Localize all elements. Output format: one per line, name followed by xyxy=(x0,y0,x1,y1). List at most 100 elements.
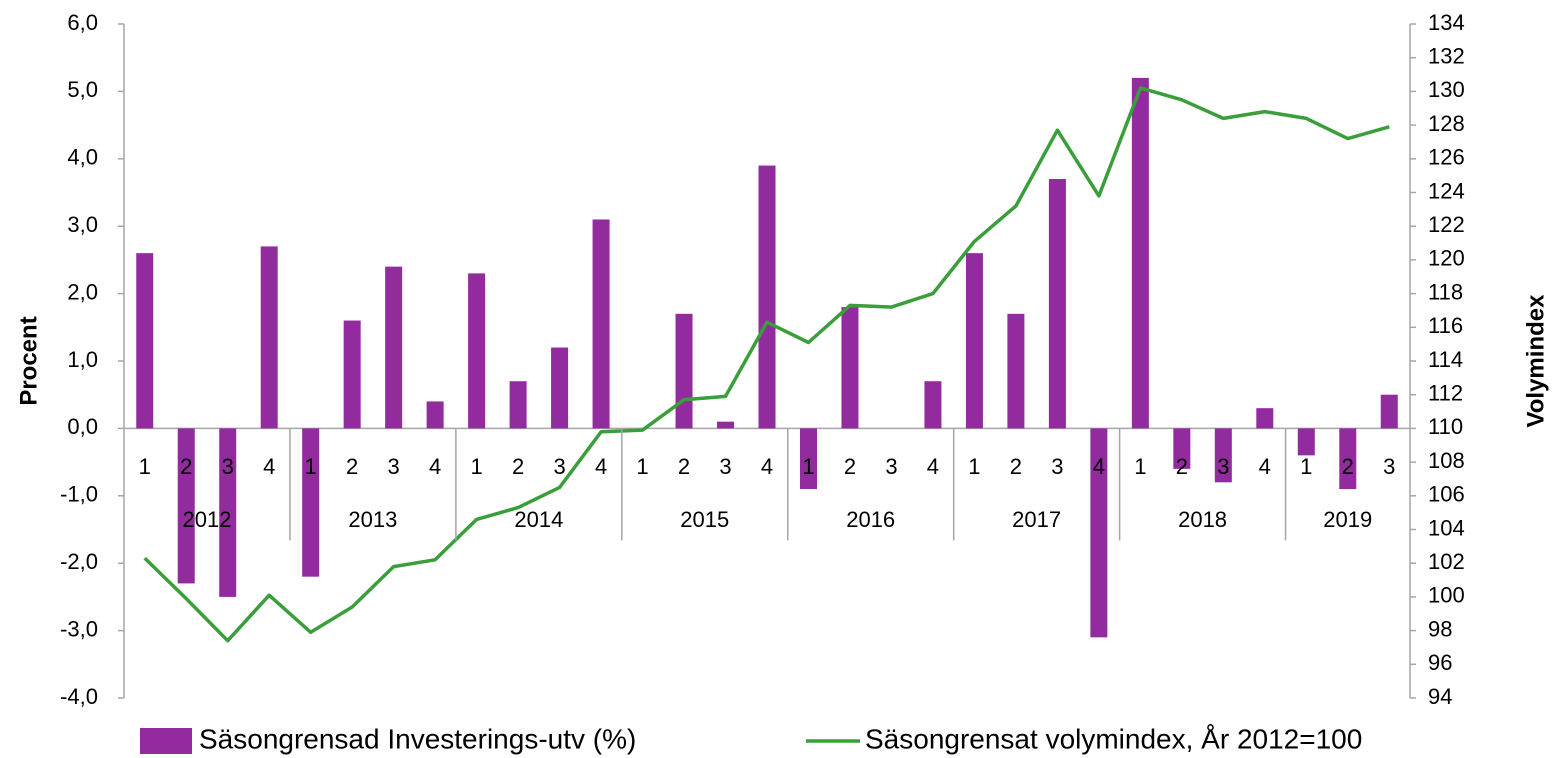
x-tick-label: 3 xyxy=(1383,454,1395,479)
x-tick-label: 4 xyxy=(263,454,275,479)
y2-tick-label: 100 xyxy=(1428,583,1465,608)
x-group-label: 2018 xyxy=(1178,507,1227,532)
y2-tick-label: 104 xyxy=(1428,515,1465,540)
bar xyxy=(1256,408,1274,429)
x-tick-label: 3 xyxy=(1217,454,1229,479)
bar xyxy=(799,428,817,490)
bar xyxy=(592,219,610,429)
x-tick-label: 1 xyxy=(1134,454,1146,479)
bar xyxy=(509,381,527,429)
x-tick-label: 4 xyxy=(429,454,441,479)
bar xyxy=(1339,428,1357,490)
y-tick-label: 0,0 xyxy=(67,414,98,439)
x-tick-label: 4 xyxy=(761,454,773,479)
x-tick-label: 3 xyxy=(388,454,400,479)
x-tick-label: 2 xyxy=(1342,454,1354,479)
bar xyxy=(260,246,278,429)
legend-label: Säsongrensat volymindex, År 2012=100 xyxy=(865,723,1362,754)
bar xyxy=(177,428,195,584)
y-tick-label: 6,0 xyxy=(67,10,98,35)
x-tick-label: 3 xyxy=(1051,454,1063,479)
y2-tick-label: 134 xyxy=(1428,10,1465,35)
y-tick-label: -1,0 xyxy=(60,482,98,507)
x-tick-label: 1 xyxy=(802,454,814,479)
x-tick-label: 1 xyxy=(305,454,317,479)
bar xyxy=(551,347,569,429)
x-group-label: 2015 xyxy=(680,507,729,532)
y2-tick-label: 94 xyxy=(1428,684,1452,709)
y-tick-label: 2,0 xyxy=(67,279,98,304)
x-tick-label: 2 xyxy=(512,454,524,479)
bar xyxy=(1090,428,1108,638)
x-tick-label: 1 xyxy=(968,454,980,479)
bar xyxy=(1048,179,1066,429)
bar xyxy=(1214,428,1232,483)
x-tick-label: 2 xyxy=(844,454,856,479)
bar xyxy=(717,421,735,429)
x-tick-label: 4 xyxy=(595,454,607,479)
x-tick-label: 4 xyxy=(1259,454,1271,479)
y2-tick-label: 124 xyxy=(1428,178,1465,203)
x-tick-label: 2 xyxy=(678,454,690,479)
x-group-label: 2019 xyxy=(1323,507,1372,532)
y2-tick-label: 96 xyxy=(1428,650,1452,675)
y-tick-label: -4,0 xyxy=(60,684,98,709)
y-tick-label: -2,0 xyxy=(60,549,98,574)
y-tick-label: -3,0 xyxy=(60,616,98,641)
y-tick-label: 1,0 xyxy=(67,347,98,372)
bar xyxy=(302,428,320,577)
x-tick-label: 1 xyxy=(636,454,648,479)
x-group-label: 2016 xyxy=(846,507,895,532)
line xyxy=(143,86,1390,643)
y2-tick-label: 102 xyxy=(1428,549,1465,574)
x-group-label: 2017 xyxy=(1012,507,1061,532)
x-tick-label: 3 xyxy=(885,454,897,479)
bar xyxy=(1380,394,1398,429)
y-tick-label: 5,0 xyxy=(67,77,98,102)
bar xyxy=(426,401,444,429)
y2-tick-label: 114 xyxy=(1428,347,1463,372)
x-group-label: 2012 xyxy=(182,507,231,532)
x-group-label: 2014 xyxy=(514,507,563,532)
x-tick-label: 2 xyxy=(180,454,192,479)
y2-tick-label: 116 xyxy=(1428,313,1463,338)
bar xyxy=(468,273,486,429)
x-group-label: 2013 xyxy=(348,507,397,532)
legend-label: Säsongrensad Investerings-utv (%) xyxy=(199,723,636,754)
bar xyxy=(675,313,693,429)
bar xyxy=(1173,428,1191,469)
bar xyxy=(758,165,776,429)
x-tick-label: 3 xyxy=(553,454,565,479)
bar xyxy=(841,307,859,429)
x-tick-label: 2 xyxy=(1010,454,1022,479)
x-tick-label: 1 xyxy=(139,454,151,479)
y2-tick-label: 126 xyxy=(1428,145,1465,170)
y-tick-label: 3,0 xyxy=(67,212,98,237)
x-tick-label: 2 xyxy=(346,454,358,479)
y2-tick-label: 120 xyxy=(1428,246,1465,271)
x-tick-label: 3 xyxy=(719,454,731,479)
y2-tick-label: 98 xyxy=(1428,616,1452,641)
y2-tick-label: 110 xyxy=(1428,414,1463,439)
bar xyxy=(1131,77,1149,429)
bar xyxy=(219,428,237,597)
y2-tick-label: 106 xyxy=(1428,482,1465,507)
y2-axis-title: Volymindex xyxy=(1522,294,1549,428)
x-tick-label: 2 xyxy=(1176,454,1188,479)
y-tick-label: 4,0 xyxy=(67,145,98,170)
x-tick-label: 1 xyxy=(470,454,482,479)
y2-tick-label: 132 xyxy=(1428,44,1465,69)
bar xyxy=(1007,313,1025,429)
x-tick-label: 4 xyxy=(927,454,939,479)
y2-tick-label: 108 xyxy=(1428,448,1465,473)
x-tick-label: 4 xyxy=(1093,454,1105,479)
x-tick-label: 1 xyxy=(1300,454,1312,479)
bar xyxy=(924,381,942,429)
y2-tick-label: 130 xyxy=(1428,77,1465,102)
bar xyxy=(136,253,154,429)
y-axis-title: Procent xyxy=(15,316,42,405)
legend-swatch xyxy=(140,728,192,754)
y2-tick-label: 112 xyxy=(1428,381,1463,406)
y2-tick-label: 122 xyxy=(1428,212,1465,237)
